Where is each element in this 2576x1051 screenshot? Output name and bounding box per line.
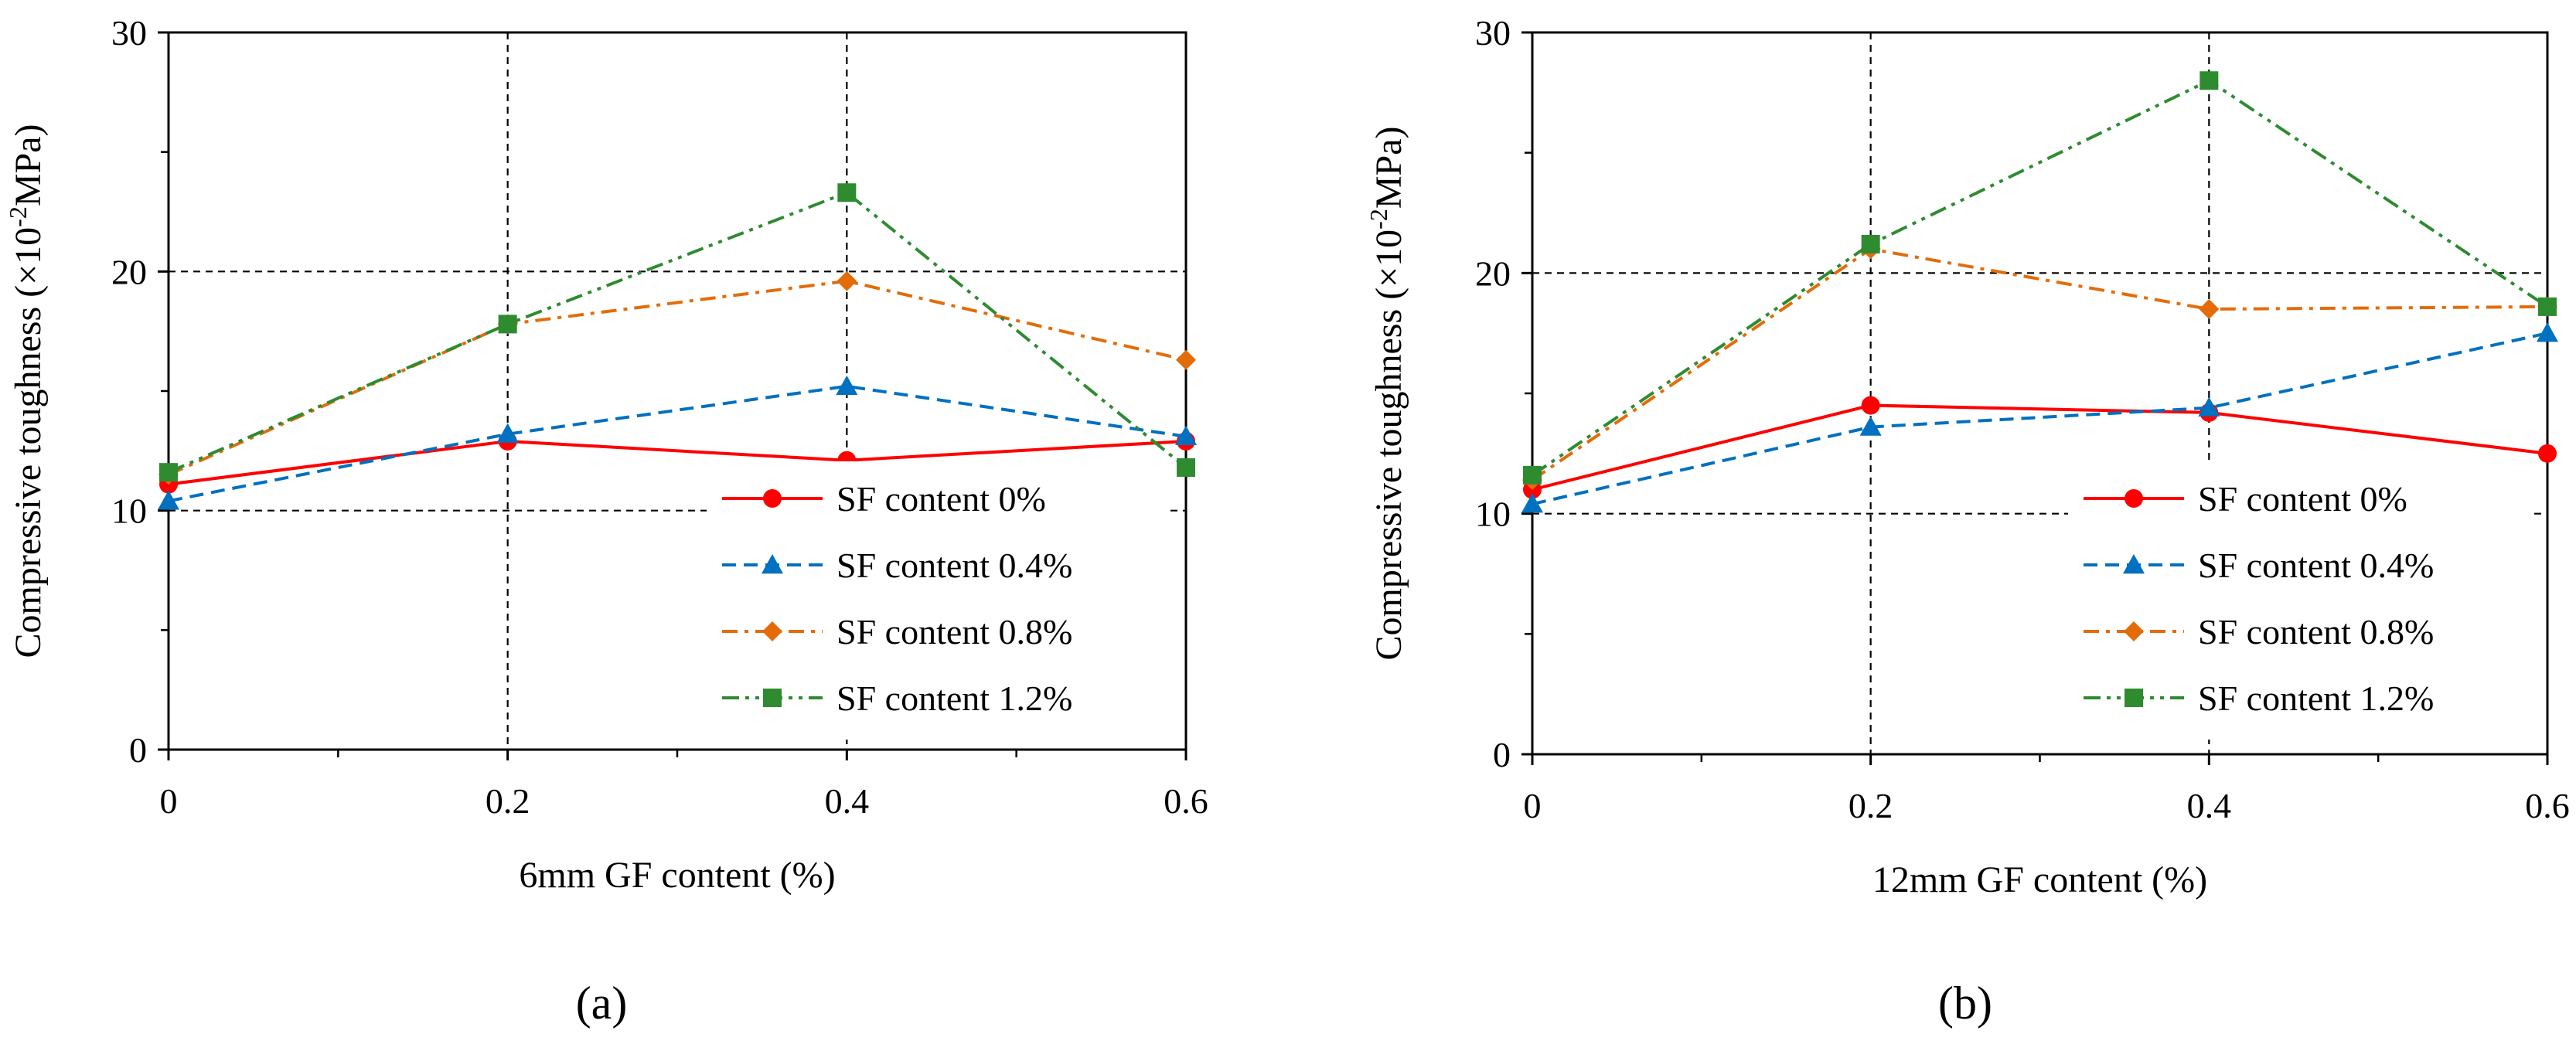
- data-point-2-2: [837, 270, 857, 291]
- legend-swatch-marker-2: [762, 621, 782, 641]
- data-point-0-1: [1861, 396, 1880, 415]
- y-tick-label-1: 10: [111, 491, 147, 531]
- y-axis-label-main: Compressive toughness (: [8, 285, 49, 658]
- chart-panel-1: 0 10 20 30 0 0.2 0.4 0.6 6mm GF content (%) Compr…: [4, 13, 1208, 1029]
- series-line-3: [1531, 78, 2549, 477]
- y-axis-label-sym: ×: [8, 264, 49, 285]
- y-axis-label: Compressive toughness (×10-2MPa): [4, 124, 49, 658]
- series-2: [158, 270, 1196, 485]
- x-tick-label-1: 0.2: [486, 781, 530, 821]
- y-tick-label-1: 10: [1475, 495, 1511, 534]
- x-axis-label: 12mm GF content (%): [1872, 859, 2207, 900]
- legend-swatch-marker-2: [2124, 621, 2144, 641]
- series-line-1: [1532, 332, 2548, 506]
- data-point-3-0: [159, 463, 178, 482]
- data-point-1-0: [1521, 493, 1543, 513]
- legend-label-3: SF content 1.2%: [2198, 679, 2434, 718]
- chart-panel-2: 0 10 20 30 0 0.2 0.4 0.6 12mm GF content (%) Comp…: [1365, 13, 2570, 1029]
- y-tick-label-2: 20: [1475, 253, 1511, 293]
- y-tick-label-3: 30: [1475, 13, 1511, 53]
- legend: SF content 0% SF content 0.4% SF content 0…: [707, 461, 1170, 740]
- series-line-0: [168, 439, 1187, 486]
- series-1: [1521, 322, 2558, 513]
- data-point-3-3: [2538, 297, 2557, 316]
- x-tick-label-0: 0: [1524, 786, 1542, 825]
- legend-swatch-marker-1: [762, 554, 783, 574]
- x-tick-label-3: 0.6: [1164, 781, 1208, 821]
- y-axis-label-exp: -2: [1365, 209, 1392, 230]
- y-axis-label: Compressive toughness (×10-2MPa): [1365, 126, 1409, 660]
- y-tick-label-3: 30: [111, 13, 147, 53]
- series-1: [158, 375, 1197, 510]
- series-3: [159, 183, 1195, 482]
- legend: SF content 0% SF content 0.4% SF content 0…: [2068, 461, 2532, 740]
- legend-swatch-marker-0: [2125, 489, 2143, 508]
- y-tick-label-2: 20: [111, 252, 147, 291]
- y-axis-label-sym: ×: [1368, 267, 1409, 287]
- legend-swatch-marker-3: [2125, 689, 2143, 707]
- y-axis-label-unit: MPa): [1368, 126, 1409, 209]
- series-line-3: [168, 190, 1187, 474]
- data-point-2-3: [1176, 349, 1196, 370]
- data-point-0-3: [2538, 444, 2557, 463]
- data-point-2-2: [2199, 299, 2220, 320]
- x-tick-label-1: 0.2: [1849, 786, 1893, 825]
- series-line-0: [1532, 403, 2548, 491]
- y-tick-label-0: 0: [1493, 735, 1511, 774]
- data-point-1-3: [1175, 425, 1197, 445]
- y-axis-label-base: 10: [8, 227, 49, 264]
- x-axis-label: 6mm GF content (%): [519, 855, 835, 896]
- data-point-1-3: [2537, 322, 2558, 342]
- data-point-1-0: [158, 490, 179, 510]
- legend-swatch-marker-1: [2123, 554, 2145, 574]
- series-line-2: [1531, 247, 2548, 481]
- data-point-3-0: [1523, 465, 1542, 485]
- data-point-3-3: [1177, 457, 1195, 477]
- panel-label: (a): [576, 978, 628, 1029]
- series-3: [1523, 71, 2557, 485]
- y-tick-label-0: 0: [129, 730, 147, 770]
- legend-label-0: SF content 0%: [837, 479, 1046, 519]
- y-axis-label-main: Compressive toughness (: [1368, 287, 1409, 661]
- legend-label-3: SF content 1.2%: [837, 679, 1072, 718]
- x-tick-label-3: 0.6: [2525, 786, 2570, 825]
- legend-swatch-marker-3: [763, 689, 782, 707]
- x-tick-label-2: 0.4: [825, 781, 870, 821]
- data-point-3-1: [498, 315, 517, 334]
- legend-label-2: SF content 0.8%: [837, 612, 1072, 651]
- legend-label-1: SF content 0.4%: [2198, 546, 2434, 585]
- data-point-3-2: [837, 183, 857, 202]
- y-axis-label-exp: -2: [4, 206, 32, 227]
- legend-swatch-marker-0: [763, 489, 782, 508]
- series-line-2: [168, 279, 1187, 477]
- data-point-1-2: [836, 375, 858, 396]
- panel-label: (b): [1938, 978, 1992, 1029]
- y-axis-label-unit: MPa): [8, 124, 49, 206]
- x-tick-label-0: 0: [160, 781, 178, 821]
- legend-label-1: SF content 0.4%: [837, 546, 1072, 585]
- legend-background: [2068, 461, 2532, 740]
- data-point-3-1: [1861, 234, 1880, 253]
- y-axis-label-base: 10: [1368, 230, 1409, 267]
- x-tick-label-2: 0.4: [2187, 786, 2232, 825]
- data-point-1-1: [1859, 416, 1882, 436]
- data-point-3-2: [2199, 71, 2219, 90]
- legend-background: [707, 461, 1170, 740]
- legend-label-2: SF content 0.8%: [2198, 612, 2434, 651]
- data-point-1-1: [496, 423, 519, 443]
- legend-label-0: SF content 0%: [2198, 479, 2407, 519]
- data-point-1-2: [2198, 396, 2220, 417]
